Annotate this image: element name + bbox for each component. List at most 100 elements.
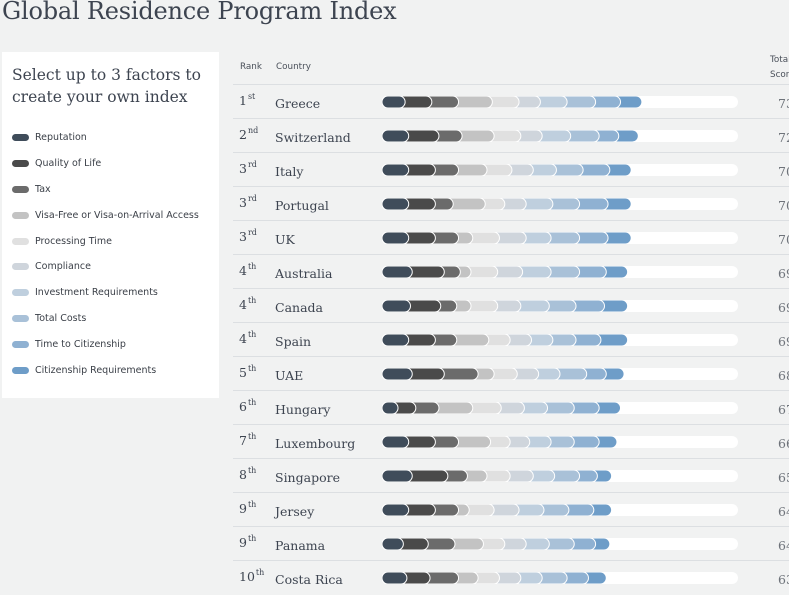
factor-swatch: [12, 237, 29, 245]
rank-number: 10: [239, 569, 255, 585]
bar-segment[interactable]: [382, 402, 399, 414]
rank-cell: 3rd: [239, 160, 257, 176]
factor-swatch: [12, 134, 29, 142]
rank-suffix: th: [247, 534, 257, 543]
factor-option[interactable]: Processing Time: [12, 228, 199, 254]
table-row[interactable]: 5th UAE 68: [233, 356, 789, 391]
total-score: 73: [778, 96, 789, 111]
factor-label: Total Costs: [35, 312, 87, 324]
table-row[interactable]: 2nd Switzerland 72: [233, 118, 789, 153]
score-bar: [382, 96, 738, 108]
score-bar: [382, 368, 738, 380]
score-bar: [382, 130, 738, 142]
page-title: Global Residence Program Index: [2, 0, 397, 25]
bar-segment[interactable]: [382, 266, 413, 278]
rank-cell: 5th: [239, 364, 257, 381]
table-row[interactable]: 3rd Portugal 70: [233, 186, 789, 221]
total-score: 72: [778, 130, 789, 145]
table-row[interactable]: 4th Canada 69: [233, 288, 789, 323]
table-row[interactable]: 3rd Italy 70: [233, 152, 789, 187]
table-row[interactable]: 7th Luxembourg 66: [233, 424, 789, 459]
country-name: Costa Rica: [275, 572, 343, 587]
bar-segment[interactable]: [382, 96, 406, 108]
table-row[interactable]: 4th Australia 69: [233, 254, 789, 289]
factor-label: Citizenship Requirements: [35, 364, 157, 376]
rank-suffix: rd: [247, 160, 257, 169]
table-row[interactable]: 1st Greece 73: [233, 84, 789, 119]
factor-option[interactable]: Tax: [12, 177, 199, 203]
total-score: 70: [778, 164, 789, 179]
factor-option[interactable]: Compliance: [12, 254, 199, 280]
rank-number: 6: [239, 399, 247, 415]
rank-cell: 4th: [239, 262, 256, 278]
bar-segment[interactable]: [382, 538, 404, 550]
rank-column-header[interactable]: Rank: [240, 62, 262, 72]
table-row[interactable]: 4th Spain 69: [233, 322, 789, 357]
bar-segment[interactable]: [382, 470, 413, 482]
score-bar: [382, 572, 738, 584]
score-bar: [382, 164, 738, 176]
bar-segment[interactable]: [382, 232, 410, 244]
bar-segment[interactable]: [382, 164, 410, 176]
table-row[interactable]: 8th Singapore 65: [233, 458, 789, 493]
country-name: Luxembourg: [275, 436, 356, 451]
rank-cell: 9th: [239, 500, 256, 517]
factor-option[interactable]: Quality of Life: [12, 151, 199, 177]
rank-suffix: th: [247, 398, 257, 407]
rank-number: 3: [239, 195, 247, 211]
total-score: 70: [778, 198, 789, 213]
bar-segment[interactable]: [382, 368, 413, 380]
bar-segment[interactable]: [382, 504, 410, 516]
factor-option[interactable]: Citizenship Requirements: [12, 357, 199, 383]
score-header-line2: Score: [770, 70, 789, 80]
bar-segment[interactable]: [382, 436, 410, 448]
bar-segment[interactable]: [382, 572, 408, 584]
total-score: 67: [778, 402, 789, 417]
rank-cell: 1st: [239, 92, 255, 108]
table-row[interactable]: 10th Costa Rica 63: [233, 560, 789, 595]
rank-suffix: th: [247, 364, 257, 373]
rank-suffix: th: [247, 432, 257, 441]
bar-segment[interactable]: [382, 198, 410, 210]
rank-number: 9: [239, 501, 247, 517]
table-row[interactable]: 3rd UK 70: [233, 220, 789, 255]
bar-segment[interactable]: [382, 334, 410, 346]
score-column-header[interactable]: Total Score: [770, 55, 789, 81]
rank-cell: 4th: [239, 330, 256, 346]
total-score: 69: [778, 266, 789, 281]
score-bar: [382, 232, 738, 244]
factor-swatch: [12, 366, 29, 374]
bar-segment[interactable]: [382, 300, 411, 312]
factor-option[interactable]: Investment Requirements: [12, 280, 199, 306]
bar-segment[interactable]: [382, 130, 410, 142]
table-row[interactable]: 9th Panama 64: [233, 526, 789, 561]
factor-label: Tax: [35, 183, 51, 195]
factor-option[interactable]: Total Costs: [12, 306, 199, 332]
rank-suffix: th: [255, 568, 265, 577]
total-score: 64: [778, 538, 789, 553]
factor-option[interactable]: Visa-Free or Visa-on-Arrival Access: [12, 202, 199, 228]
rank-cell: 4th: [239, 296, 257, 312]
country-name: Hungary: [275, 402, 331, 417]
score-bar: [382, 300, 738, 312]
factor-option[interactable]: Time to Citizenship: [12, 331, 199, 357]
factor-option[interactable]: Reputation: [12, 125, 199, 151]
rank-cell: 3rd: [239, 228, 257, 245]
rank-suffix: rd: [247, 194, 257, 203]
rank-number: 5: [239, 365, 247, 381]
rank-suffix: rd: [247, 228, 257, 237]
table-row[interactable]: 6th Hungary 67: [233, 390, 789, 425]
country-column-header[interactable]: Country: [276, 62, 311, 72]
table-row[interactable]: 9th Jersey 64: [233, 492, 789, 527]
rank-number: 3: [239, 229, 247, 245]
score-bar: [382, 436, 738, 448]
rank-number: 2: [239, 127, 247, 143]
factor-panel: Select up to 3 factors to create your ow…: [2, 52, 219, 398]
rank-cell: 2nd: [239, 126, 258, 143]
rank-number: 9: [239, 535, 247, 551]
rank-suffix: th: [247, 296, 257, 305]
factor-swatch: [12, 185, 29, 193]
rank-cell: 3rd: [239, 194, 257, 211]
score-bar: [382, 504, 738, 516]
total-score: 70: [778, 232, 789, 247]
